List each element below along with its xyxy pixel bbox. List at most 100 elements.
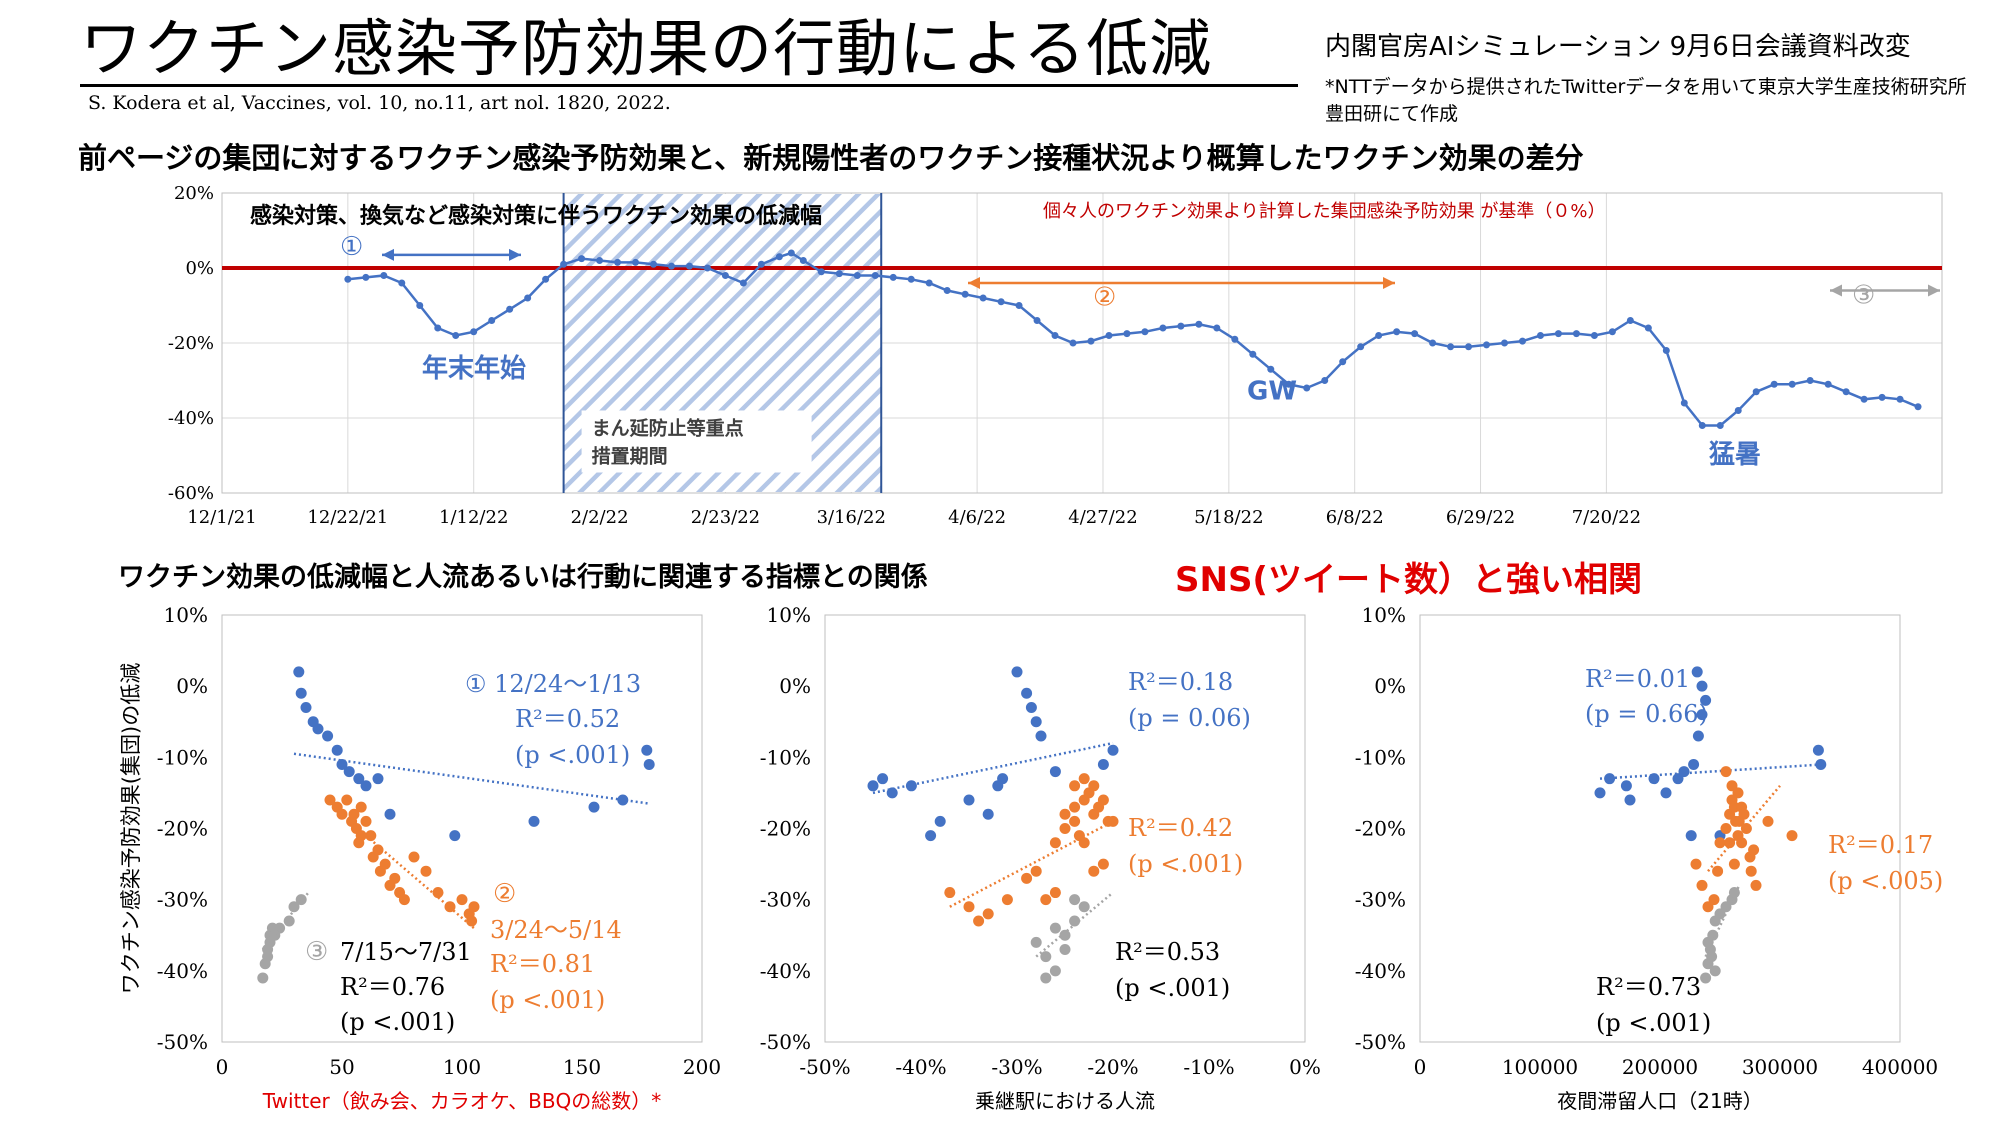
- trend-line: [1704, 884, 1741, 958]
- trend-line: [949, 820, 1114, 908]
- scatter-point: [934, 815, 946, 827]
- scatter-point: [449, 830, 461, 842]
- series-point: [757, 260, 765, 268]
- series-point: [721, 272, 729, 279]
- trend-line: [1035, 891, 1114, 958]
- shade-label: 措置期間: [592, 445, 668, 468]
- series-point: [1069, 339, 1077, 347]
- citation: S. Kodera et al, Vaccines, vol. 10, no.1…: [88, 92, 671, 114]
- x-tick-label: -30%: [991, 1055, 1042, 1079]
- y-tick-label: 10%: [164, 603, 208, 627]
- y-tick-label: -30%: [760, 888, 811, 912]
- scatter-point: [420, 865, 432, 877]
- series-point: [452, 332, 460, 339]
- series-point: [1698, 422, 1706, 429]
- y-tick-label: 0%: [1374, 674, 1406, 698]
- series-point: [1285, 380, 1293, 388]
- series-point: [1447, 343, 1455, 351]
- series-point: [1842, 388, 1850, 396]
- scatter-point: [877, 773, 889, 785]
- title-underline: [80, 84, 1298, 87]
- series-point: [380, 272, 388, 279]
- scatter-point: [617, 794, 629, 806]
- series-point: [614, 258, 622, 266]
- annotation-p2: ②: [1093, 283, 1116, 313]
- scatter-point: [1030, 936, 1042, 948]
- y-tick-label: 0%: [779, 674, 811, 698]
- series-point: [1518, 337, 1526, 345]
- series-point: [1339, 358, 1347, 366]
- y-tick-label: -20%: [157, 817, 208, 841]
- trend-line: [1599, 763, 1823, 780]
- series-point: [907, 275, 915, 283]
- x-tick-label: 2/2/22: [571, 507, 629, 528]
- trend-line: [872, 741, 1114, 795]
- data-note: *NTTデータから提供されたTwitterデータを用いて東京大学生産技術研究所豊…: [1325, 76, 1967, 125]
- section2-highlight: SNS(ツイート数）と強い相関: [1175, 560, 1642, 600]
- series-point: [835, 270, 843, 278]
- scatter-point: [1740, 823, 1752, 834]
- annotation-year-end: 年末年始: [422, 353, 526, 384]
- x-axis-title: 夜間滞留人口（21時）: [1557, 1089, 1762, 1113]
- y-tick-label: -10%: [760, 745, 811, 769]
- series-point: [1087, 337, 1095, 345]
- scatter-point: [1624, 794, 1636, 806]
- x-tick-label: 0: [216, 1055, 229, 1079]
- source-label: 内閣官房AIシミュレーション 9月6日会議資料改変: [1325, 32, 1911, 62]
- y-tick-label: -10%: [1355, 745, 1406, 769]
- scatter-point: [300, 702, 312, 714]
- annotation-gw: GW: [1247, 376, 1297, 406]
- scatter-point: [372, 773, 384, 785]
- series-point: [775, 253, 783, 261]
- scatter-point: [1069, 815, 1081, 827]
- series-point: [1608, 328, 1616, 336]
- scatter-point: [1685, 830, 1697, 842]
- y-tick-label: -40%: [168, 408, 214, 429]
- series-point: [1357, 343, 1365, 351]
- scatter-point: [1021, 687, 1033, 699]
- y-axis-title: ワクチン感染予防効果(集団)の低減: [119, 663, 143, 994]
- series-point: [997, 298, 1005, 306]
- series-point: [1303, 384, 1311, 392]
- series-point: [649, 260, 657, 268]
- scatter-point: [1660, 787, 1672, 799]
- x-tick-label: 12/22/21: [307, 507, 388, 528]
- label-orange: R²＝0.81: [490, 950, 595, 978]
- x-tick-label: 200000: [1622, 1055, 1698, 1079]
- series-point: [398, 279, 406, 287]
- scatter-point: [1688, 758, 1700, 770]
- scatter-point: [1762, 815, 1774, 827]
- x-tick-label: 150: [563, 1055, 601, 1079]
- x-tick-label: -10%: [1183, 1055, 1234, 1079]
- series-point: [488, 317, 496, 324]
- label-orange: 3/24〜5/14: [490, 916, 622, 944]
- scatter-point: [963, 901, 975, 913]
- series-point: [344, 275, 352, 283]
- series-point: [1411, 330, 1419, 338]
- series-point: [1177, 322, 1185, 330]
- scatter-point: [1720, 823, 1732, 834]
- scatter-point: [1040, 972, 1052, 984]
- series-point: [578, 255, 586, 263]
- scatter-point: [1712, 865, 1724, 877]
- x-axis-title: Twitter（飲み会、カラオケ、BBQの総数）*: [262, 1089, 662, 1113]
- scatter-point: [336, 808, 348, 820]
- label-gray: R²＝0.53: [1115, 938, 1220, 966]
- x-tick-label: 4/6/22: [948, 507, 1006, 528]
- series-point: [434, 324, 442, 332]
- scatter-point: [1724, 837, 1736, 849]
- scatter-point: [1025, 702, 1037, 714]
- y-tick-label: -30%: [1355, 888, 1406, 912]
- scatter-point: [1021, 872, 1033, 884]
- scatter-point: [341, 794, 353, 806]
- series-point: [1536, 332, 1544, 339]
- scatter-point: [1049, 837, 1061, 849]
- series-point: [1465, 343, 1473, 351]
- y-tick-label: -50%: [760, 1030, 811, 1054]
- scatter-point: [1030, 865, 1042, 877]
- y-tick-label: -40%: [1355, 959, 1406, 983]
- series-point: [560, 260, 568, 268]
- series-point: [1051, 332, 1059, 339]
- label-gray: (p <.001): [340, 1008, 455, 1036]
